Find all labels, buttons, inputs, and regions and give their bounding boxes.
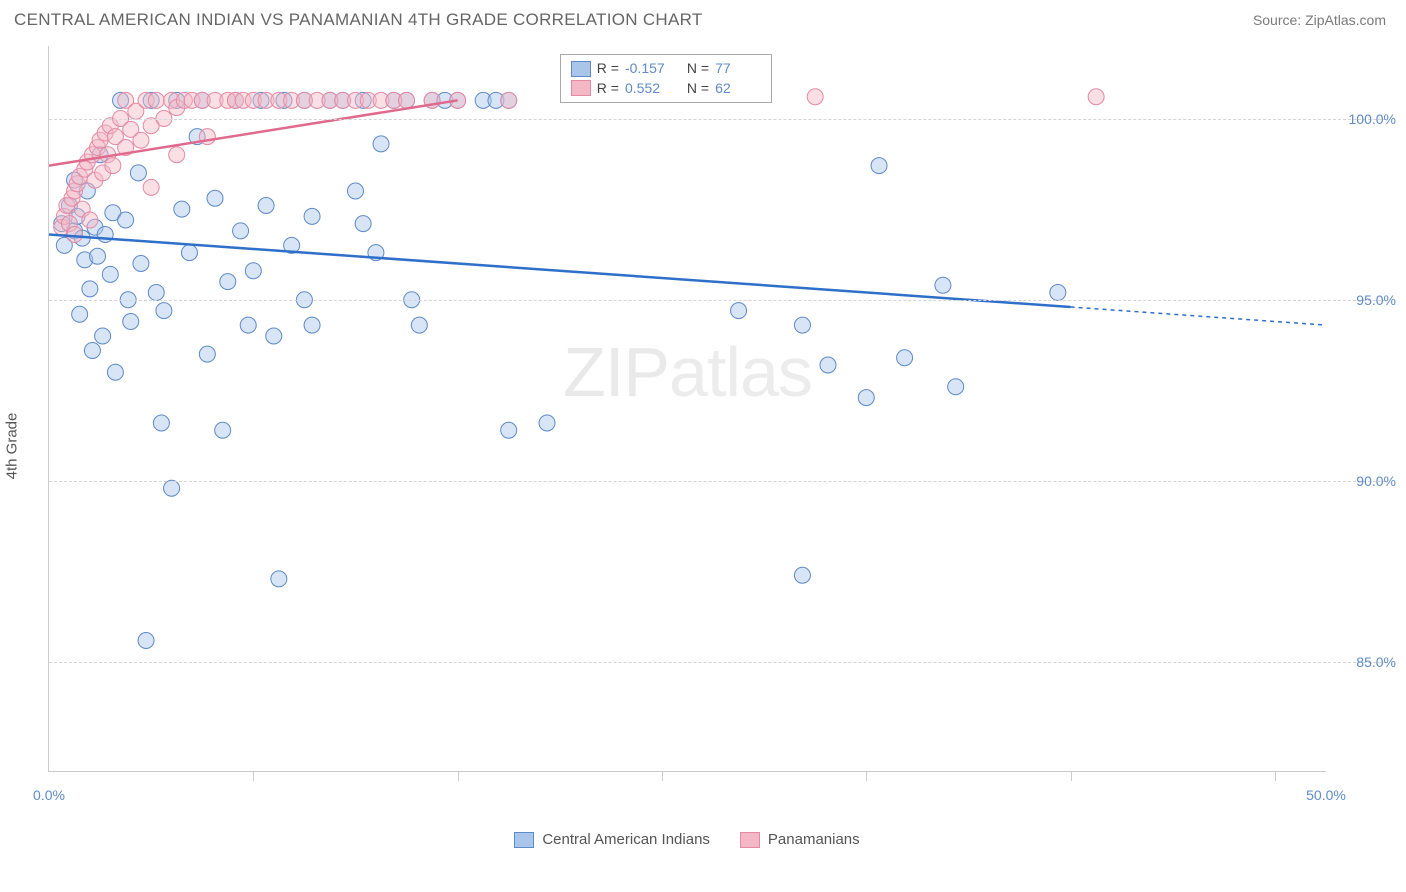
data-point bbox=[858, 390, 874, 406]
stats-box: R = -0.157 N = 77 R = 0.552 N = 62 bbox=[560, 54, 772, 103]
data-point bbox=[133, 256, 149, 272]
data-point bbox=[948, 379, 964, 395]
swatch-series-2 bbox=[571, 80, 591, 96]
data-point bbox=[82, 281, 98, 297]
data-point bbox=[67, 227, 83, 243]
legend-bottom: Central American Indians Panamanians bbox=[48, 831, 1326, 848]
legend-label-2: Panamanians bbox=[768, 831, 860, 848]
data-point bbox=[148, 285, 164, 301]
stats-row-2: R = 0.552 N = 62 bbox=[571, 79, 761, 99]
data-point bbox=[138, 633, 154, 649]
data-point bbox=[90, 248, 106, 264]
data-point bbox=[181, 245, 197, 261]
data-point bbox=[871, 158, 887, 174]
data-point bbox=[373, 136, 389, 152]
data-point bbox=[731, 303, 747, 319]
data-point bbox=[1088, 89, 1104, 105]
y-tick-label: 95.0% bbox=[1340, 292, 1396, 308]
n-label: N = bbox=[687, 59, 709, 79]
source-label: Source: ZipAtlas.com bbox=[1253, 12, 1386, 28]
trend-line bbox=[49, 235, 1071, 308]
data-point bbox=[105, 158, 121, 174]
y-tick-label: 85.0% bbox=[1340, 654, 1396, 670]
data-point bbox=[399, 92, 415, 108]
r-value-2: 0.552 bbox=[625, 79, 671, 99]
r-value-1: -0.157 bbox=[625, 59, 671, 79]
data-point bbox=[84, 343, 100, 359]
data-point bbox=[199, 346, 215, 362]
data-point bbox=[347, 183, 363, 199]
data-point bbox=[174, 201, 190, 217]
data-point bbox=[1050, 285, 1066, 301]
plot-area: ZIPatlas R = -0.157 N = 77 R = 0.552 N =… bbox=[48, 46, 1326, 772]
data-point bbox=[271, 571, 287, 587]
data-point bbox=[794, 567, 810, 583]
n-value-1: 77 bbox=[715, 59, 761, 79]
data-point bbox=[164, 480, 180, 496]
data-point bbox=[207, 190, 223, 206]
data-point bbox=[411, 317, 427, 333]
data-point bbox=[501, 92, 517, 108]
legend-label-1: Central American Indians bbox=[542, 831, 710, 848]
data-point bbox=[118, 212, 134, 228]
data-point bbox=[794, 317, 810, 333]
data-point bbox=[304, 208, 320, 224]
data-point bbox=[935, 277, 951, 293]
data-point bbox=[304, 317, 320, 333]
chart-title: CENTRAL AMERICAN INDIAN VS PANAMANIAN 4T… bbox=[14, 10, 703, 30]
stats-row-1: R = -0.157 N = 77 bbox=[571, 59, 761, 79]
trend-line-extrapolated bbox=[1071, 307, 1326, 325]
title-bar: CENTRAL AMERICAN INDIAN VS PANAMANIAN 4T… bbox=[0, 0, 1406, 36]
plot-wrap: 4th Grade ZIPatlas R = -0.157 N = 77 R =… bbox=[0, 36, 1406, 856]
n-value-2: 62 bbox=[715, 79, 761, 99]
data-point bbox=[807, 89, 823, 105]
data-point bbox=[107, 364, 123, 380]
data-point bbox=[245, 263, 261, 279]
data-point bbox=[220, 274, 236, 290]
n-label-2: N = bbox=[687, 79, 709, 99]
data-point bbox=[156, 303, 172, 319]
y-tick-label: 100.0% bbox=[1340, 111, 1396, 127]
r-label-2: R = bbox=[597, 79, 619, 99]
data-point bbox=[72, 306, 88, 322]
data-point bbox=[355, 216, 371, 232]
legend-swatch-2 bbox=[740, 832, 760, 848]
data-point bbox=[820, 357, 836, 373]
data-point bbox=[539, 415, 555, 431]
data-point bbox=[215, 422, 231, 438]
r-label: R = bbox=[597, 59, 619, 79]
x-tick-label: 0.0% bbox=[33, 787, 65, 803]
swatch-series-1 bbox=[571, 61, 591, 77]
data-point bbox=[123, 314, 139, 330]
data-point bbox=[95, 328, 111, 344]
data-point bbox=[258, 198, 274, 214]
data-point bbox=[133, 132, 149, 148]
legend-swatch-1 bbox=[514, 832, 534, 848]
y-axis-label: 4th Grade bbox=[4, 413, 21, 480]
data-point bbox=[897, 350, 913, 366]
y-tick-label: 90.0% bbox=[1340, 473, 1396, 489]
data-point bbox=[169, 147, 185, 163]
x-tick-label: 50.0% bbox=[1306, 787, 1346, 803]
data-point bbox=[233, 223, 249, 239]
data-point bbox=[153, 415, 169, 431]
data-point bbox=[266, 328, 282, 344]
data-point bbox=[501, 422, 517, 438]
data-point bbox=[143, 179, 159, 195]
data-point bbox=[130, 165, 146, 181]
data-point bbox=[148, 92, 164, 108]
data-point bbox=[102, 266, 118, 282]
data-point bbox=[240, 317, 256, 333]
data-point bbox=[82, 212, 98, 228]
